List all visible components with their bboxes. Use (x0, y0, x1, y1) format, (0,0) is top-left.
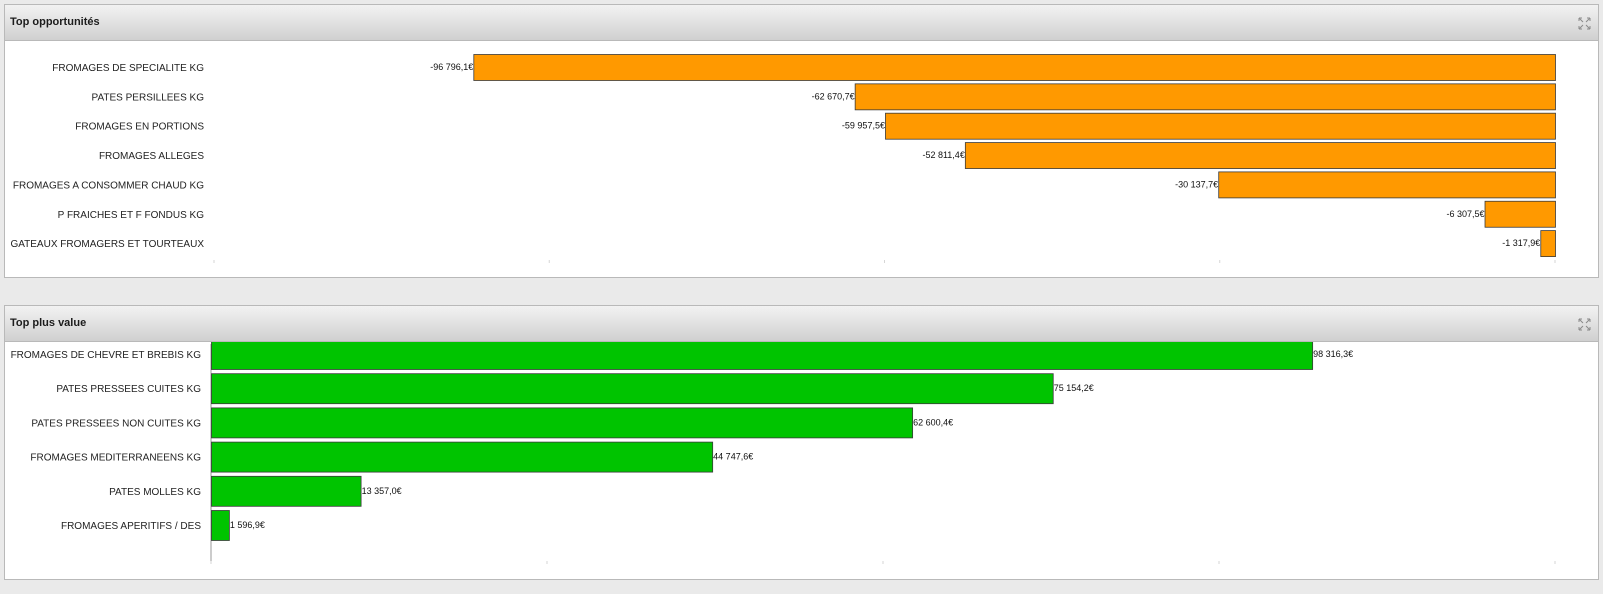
bar[interactable] (854, 83, 1556, 111)
category-label: PATES PRESSEES NON CUITES KG (31, 418, 201, 429)
expand-arrows-icon[interactable] (1578, 17, 1591, 30)
bar[interactable] (211, 510, 230, 541)
category-label: FROMAGES DE SPECIALITE KG (52, 63, 204, 74)
category-label: FROMAGES DE CHEVRE ET BREBIS KG (11, 350, 202, 361)
panel-title: Top plus value (10, 317, 87, 329)
bar[interactable] (1484, 200, 1556, 228)
value-label: -59 957,5€ (842, 121, 885, 131)
value-label: -1 317,9€ (1502, 238, 1540, 248)
category-label: GATEAUX FROMAGERS ET TOURTEAUX (10, 239, 204, 250)
value-label: 1 596,9€ (230, 520, 265, 530)
bar[interactable] (211, 441, 714, 473)
panel-header: Top opportunités (5, 5, 1598, 41)
bar-chart-plus-value: FROMAGES DE CHEVRE ET BREBIS KG 98 316,3€… (11, 342, 1556, 564)
category-label: FROMAGES EN PORTIONS (75, 122, 204, 133)
panel-top-opportunites: Top opportunités FROMAGES DE SPECIALITE … (4, 4, 1599, 278)
value-label: 98 316,3€ (1313, 349, 1353, 359)
bar[interactable] (211, 342, 1314, 370)
bar[interactable] (211, 475, 362, 507)
expand-arrows-icon[interactable] (1578, 318, 1591, 331)
category-label: FROMAGES MEDITERRANEENS KG (30, 453, 201, 464)
value-label: -96 796,1€ (430, 62, 473, 72)
value-label: -6 307,5€ (1446, 209, 1484, 219)
panel-title: Top opportunités (10, 16, 100, 28)
value-label: 75 154,2€ (1054, 383, 1094, 393)
value-label: 62 600,4€ (913, 417, 953, 427)
bar[interactable] (885, 112, 1556, 140)
category-label: FROMAGES ALLEGES (99, 151, 204, 162)
value-label: -30 137,7€ (1175, 179, 1218, 189)
value-label: 13 357,0€ (362, 486, 402, 496)
category-label: PATES MOLLES KG (109, 487, 201, 498)
bar-chart-opportunites: FROMAGES DE SPECIALITE KG -96 796,1€ PATES… (10, 54, 1556, 263)
category-label: FROMAGES A CONSOMMER CHAUD KG (13, 180, 204, 191)
bar[interactable] (1218, 171, 1556, 199)
panel-top-plus-value: Top plus value FROMAGES DE CHEVRE ET BRE… (4, 305, 1599, 580)
bar[interactable] (211, 373, 1054, 405)
bar[interactable] (473, 54, 1556, 81)
category-label: FROMAGES APERITIFS / DES (61, 521, 201, 532)
panel-header: Top plus value (5, 306, 1598, 342)
value-label: 44 747,6€ (713, 452, 753, 462)
value-label: -62 670,7€ (812, 91, 855, 101)
category-label: P FRAICHES ET F FONDUS KG (58, 210, 205, 221)
value-label: -52 811,4€ (922, 150, 964, 160)
bar[interactable] (1540, 230, 1556, 258)
bar[interactable] (964, 142, 1556, 169)
category-label: PATES PRESSEES CUITES KG (56, 384, 201, 395)
bar[interactable] (211, 407, 914, 439)
category-label: PATES PERSILLEES KG (92, 92, 205, 103)
